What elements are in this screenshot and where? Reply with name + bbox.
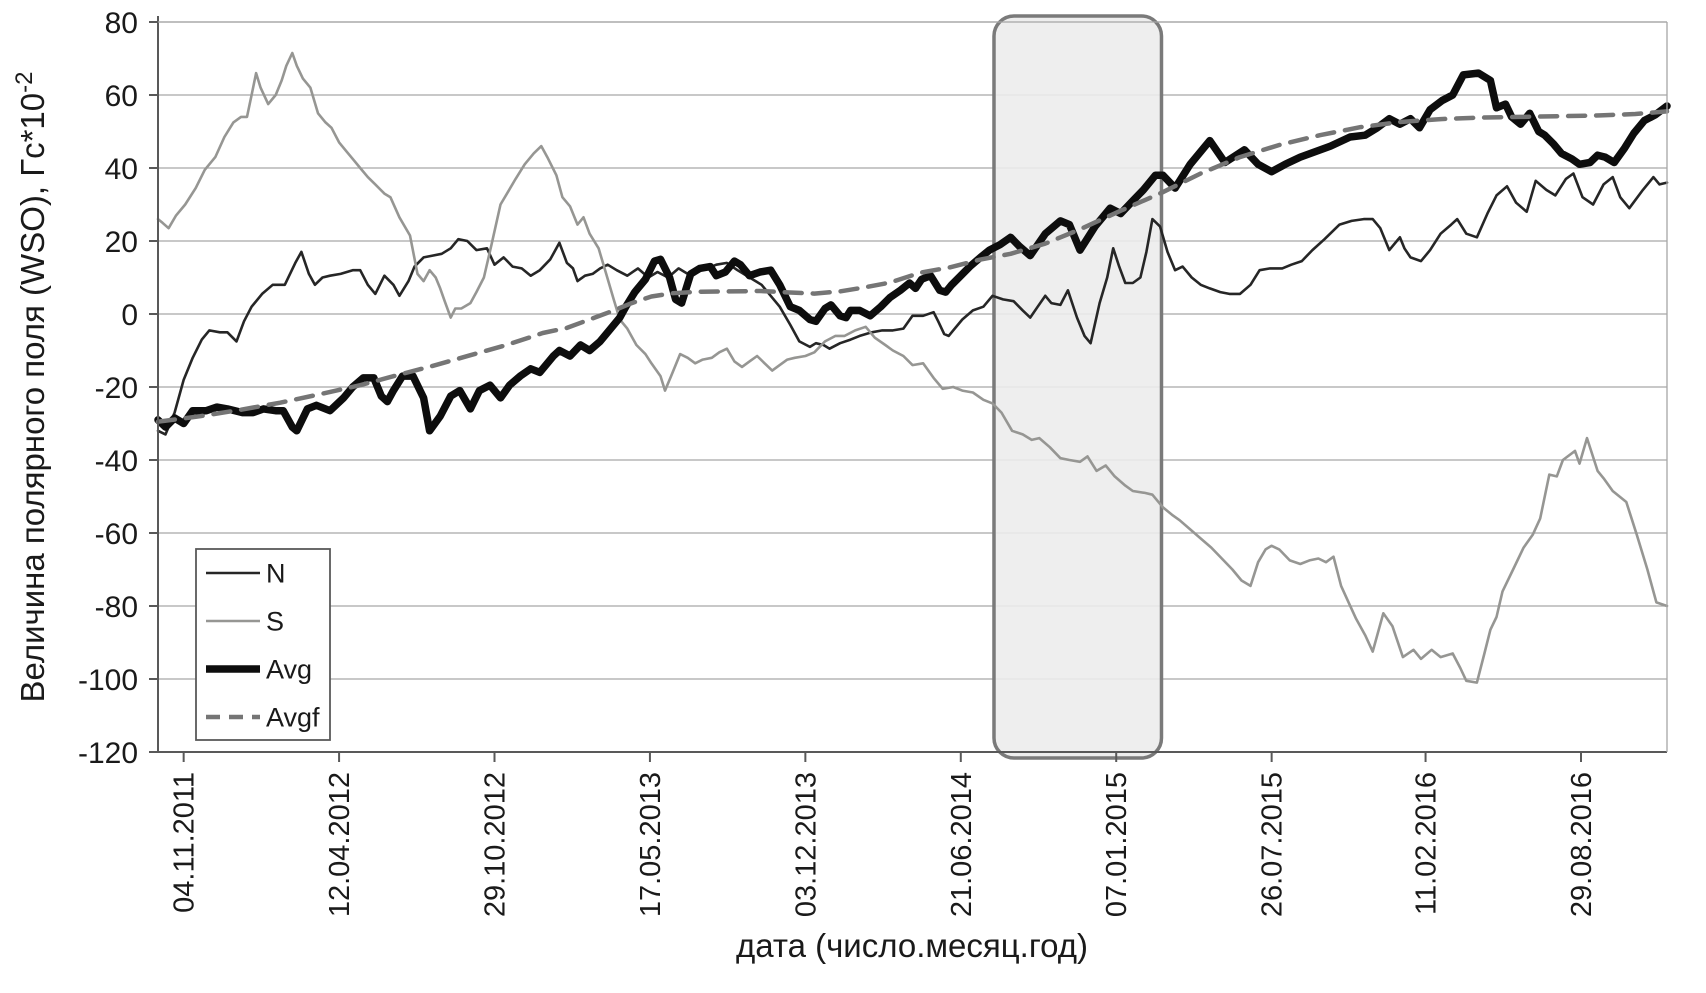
x-tick-label-9: 29.08.2016 xyxy=(1566,772,1598,917)
x-tick-label-2: 29.10.2012 xyxy=(480,772,512,917)
highlight-band xyxy=(992,14,1164,760)
data-series xyxy=(154,51,1671,684)
y-axis-title-exponent: -2 xyxy=(11,72,38,93)
legend-label-N: N xyxy=(266,559,286,589)
y-tick-label--100: -100 xyxy=(78,664,138,697)
y-tick-label--40: -40 xyxy=(95,445,138,478)
y-tick-label-60: 60 xyxy=(105,80,138,113)
gridlines xyxy=(158,21,1667,753)
y-tick-label--80: -80 xyxy=(95,591,138,624)
legend-label-Avgf: Avgf xyxy=(266,703,320,733)
highlight-region xyxy=(992,14,1164,760)
series-Avgf-line xyxy=(155,109,1670,424)
series-S-line xyxy=(156,51,1669,684)
axes xyxy=(149,16,1668,762)
x-tick-label-4: 03.12.2013 xyxy=(790,772,822,917)
y-tick-labels: 80 60 40 20 0 -20 -40 -60 -80 -100 -120 xyxy=(78,7,138,770)
x-tick-label-0: 04.11.2011 xyxy=(169,772,201,913)
legend-label-Avg: Avg xyxy=(266,655,312,685)
y-tick-label-80: 80 xyxy=(105,7,138,40)
x-tick-label-8: 11.02.2016 xyxy=(1411,772,1443,915)
x-tick-label-1: 12.04.2012 xyxy=(324,772,356,917)
x-tick-label-5: 21.06.2014 xyxy=(946,772,978,917)
x-tick-label-6: 07.01.2015 xyxy=(1101,772,1133,917)
y-tick-label-0: 0 xyxy=(121,299,138,332)
series-N-line xyxy=(156,172,1669,436)
y-tick-label--60: -60 xyxy=(95,518,138,551)
y-tick-label--120: -120 xyxy=(78,737,138,770)
legend-box xyxy=(195,548,331,741)
legend: NS Avg Avgf xyxy=(195,548,331,741)
x-tick-label-7: 26.07.2015 xyxy=(1257,772,1289,917)
y-tick-label--20: -20 xyxy=(95,372,138,405)
y-axis-title-main: Величина полярного поля (WSO), Гс*10 xyxy=(14,93,51,703)
x-axis-title: дата (число.месяц.год) xyxy=(736,927,1088,964)
y-axis-title: Величина полярного поля (WSO), Гс*10-2 xyxy=(11,72,51,703)
x-tick-label-3: 17.05.2013 xyxy=(635,772,667,917)
x-tick-labels: 04.11.2011 12.04.2012 29.10.2012 17.05.2013… xyxy=(169,772,1598,917)
series-Avg-line xyxy=(154,69,1671,435)
y-tick-label-20: 20 xyxy=(105,226,138,259)
y-tick-label-40: 40 xyxy=(105,153,138,186)
legend-label-S: S xyxy=(266,607,284,637)
